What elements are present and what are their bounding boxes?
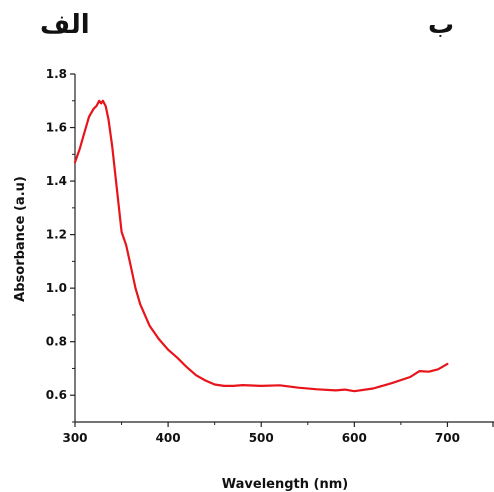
y-tick-label: 0.6 [46, 388, 67, 402]
x-axis-title: Wavelength (nm) [222, 477, 348, 492]
panel-label-left: الف [40, 10, 90, 40]
y-ticks: 0.6 0.8 1.0 1.2 1.4 1.6 1.8 [46, 67, 75, 423]
y-tick-label: 1.6 [46, 121, 67, 135]
x-tick-label: 300 [62, 431, 87, 445]
y-tick-label: 1.2 [46, 228, 67, 242]
x-tick-label: 700 [435, 431, 460, 445]
x-tick-label: 500 [249, 431, 274, 445]
panel-label-right: ب [428, 10, 455, 40]
x-tick-label: 400 [156, 431, 181, 445]
y-tick-label: 1.4 [46, 174, 67, 188]
x-tick-label: 600 [342, 431, 367, 445]
y-tick-label: 1.0 [46, 281, 67, 295]
y-tick-label: 0.8 [46, 335, 67, 349]
y-axis-title: Absorbance (a.u) [13, 176, 28, 302]
y-tick-label: 1.8 [46, 67, 67, 81]
series-line-0 [73, 99, 449, 393]
x-ticks: 300 400 500 600 700 [62, 422, 494, 445]
chart-axes [74, 74, 494, 423]
series-layer [73, 99, 449, 393]
